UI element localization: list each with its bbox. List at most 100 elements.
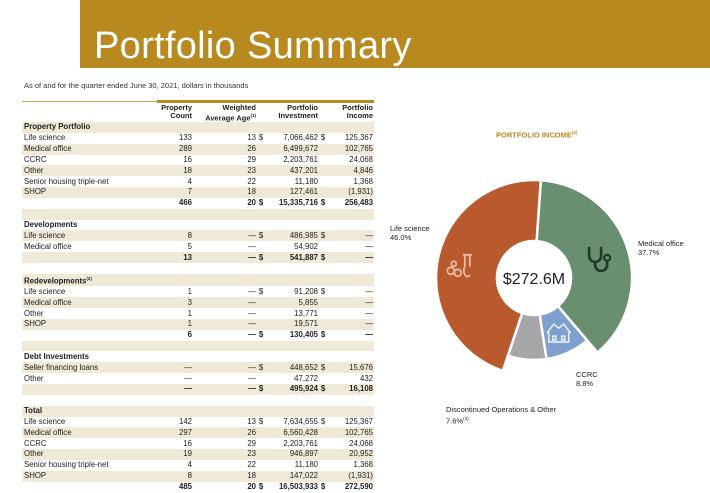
weighted-age: 22 [247, 460, 256, 470]
portfolio-income: 16,108 [328, 384, 374, 395]
dollar-sign: $ [258, 330, 264, 340]
property-count [130, 340, 192, 352]
property-count [130, 405, 192, 417]
dollar-sign [318, 273, 328, 287]
portfolio-investment: 946,897 [266, 449, 318, 460]
dollar-sign [256, 395, 266, 406]
table-row: Medical office 3—5,855— [22, 297, 374, 309]
table-row: Life science 1— $91,208 $ — [22, 286, 374, 297]
portfolio-investment: 437,201 [266, 165, 318, 177]
dollar-sign: $ [258, 482, 264, 492]
portfolio-investment [266, 340, 318, 352]
property-count: 5 [187, 241, 192, 251]
section-header-row: Developments [22, 220, 374, 231]
row-label: Life science [24, 286, 66, 296]
dollar-sign: $ [320, 416, 326, 426]
weighted-age: 20 [247, 482, 256, 492]
dollar-sign [256, 241, 266, 252]
section-header-row: Debt Investments [22, 351, 374, 362]
dollar-sign: $ [258, 286, 264, 296]
weighted-age: 13 [247, 416, 256, 426]
table-row: Medical office 297 26 6,560,428 102,765 [22, 427, 374, 439]
property-count: 142 [178, 416, 192, 426]
weighted-age: — [248, 241, 256, 251]
weighted-age: — [192, 297, 256, 309]
portfolio-investment: 11,180 [294, 176, 318, 186]
dollar-sign [256, 263, 266, 274]
row-label [22, 340, 130, 352]
portfolio-investment [266, 263, 318, 274]
property-count: 19 [130, 449, 192, 460]
title-banner [80, 0, 710, 68]
row-label: Developments [24, 220, 78, 230]
section-header-row: Property Portfolio [22, 122, 374, 133]
property-count: 289 [130, 143, 192, 155]
property-count: 8 [130, 230, 192, 242]
dollar-sign [318, 208, 328, 220]
weighted-age: 26 [192, 143, 256, 155]
property-count: 3 [130, 297, 192, 309]
portfolio-income [328, 340, 374, 352]
weighted-age: 18 [192, 187, 256, 198]
dollar-sign [256, 438, 266, 449]
table-row: Senior housing triple-net 4 22 11,180 1,368 [22, 460, 374, 471]
dollar-sign: $ [318, 384, 328, 395]
portfolio-income [328, 208, 374, 220]
dollar-sign: $ [258, 198, 264, 208]
portfolio-income [328, 220, 374, 231]
weighted-age: — [248, 330, 256, 340]
subtotal-row: 6— $130,405 $ — [22, 330, 374, 341]
dollar-sign [256, 405, 266, 417]
row-label: Senior housing triple-net [24, 460, 109, 470]
dollar-sign: $ [256, 384, 266, 395]
row-label: Medical office [24, 241, 72, 251]
section-header-row: Total [22, 405, 374, 417]
portfolio-income: (1,931) [328, 187, 374, 198]
table-row: Other 1 — 13,771 — [22, 308, 374, 319]
property-count: 297 [130, 427, 192, 439]
portfolio-income: 102,765 [328, 427, 374, 439]
row-label: Redevelopments(2) [22, 273, 130, 287]
portfolio-income: 272,590 [344, 482, 373, 492]
row-label [22, 482, 130, 493]
dollar-sign [256, 176, 266, 187]
portfolio-investment: 19,571 [266, 318, 318, 330]
portfolio-investment: 448,652 [266, 362, 318, 374]
row-label: Property Portfolio [22, 122, 130, 133]
dollar-sign [256, 297, 266, 309]
dollar-sign: $ [318, 252, 328, 263]
portfolio-income: (1,931) [328, 470, 374, 482]
dollar-sign: $ [318, 230, 328, 242]
row-label: Medical office [22, 143, 130, 155]
dollar-sign [318, 143, 328, 155]
dollar-sign [256, 470, 266, 482]
weighted-age: 26 [192, 427, 256, 439]
portfolio-income [328, 122, 374, 133]
weighted-age: 18 [192, 470, 256, 482]
dollar-sign [318, 263, 328, 274]
table-row: Senior housing triple-net 4 22 11,180 1,368 [22, 176, 374, 187]
property-count: 485 [178, 482, 192, 492]
property-count: 1 [130, 318, 192, 330]
dollar-sign [256, 220, 266, 231]
row-label: Other [24, 308, 44, 318]
row-label [22, 208, 130, 220]
label-life-science: Life science 46.0% [390, 224, 430, 242]
dollar-sign [318, 122, 328, 133]
donut-hole [497, 241, 571, 315]
portfolio-income [328, 273, 374, 287]
portfolio-investment: 6,560,428 [266, 427, 318, 439]
center-total: $272.6M [503, 271, 565, 288]
row-label [22, 198, 130, 209]
spacer-row [22, 395, 374, 406]
dollar-sign: $ [258, 133, 264, 143]
row-label: Medical office [22, 427, 130, 439]
row-label: CCRC [24, 154, 47, 164]
col-header-income: Portfolio Income [342, 103, 373, 120]
portfolio-income-donut: $272.6M [434, 178, 634, 373]
portfolio-income: — [328, 318, 374, 330]
weighted-age: — [248, 308, 256, 318]
portfolio-income: — [365, 286, 373, 296]
weighted-age: — [192, 384, 256, 395]
portfolio-income [328, 405, 374, 417]
